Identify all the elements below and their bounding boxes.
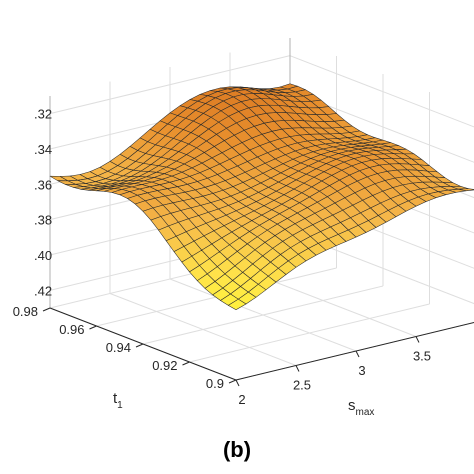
y-tick-label: 0.94 — [106, 340, 131, 355]
surface-face — [228, 298, 247, 311]
panel-label: (b) — [223, 437, 251, 462]
y-axis-label: t1 — [113, 390, 123, 411]
y-tick-label: 0.98 — [13, 304, 38, 319]
z-tick-label: .32 — [34, 107, 52, 122]
y-tick-mark — [182, 361, 190, 366]
x-tick-mark — [355, 350, 360, 358]
tick-labels: 2 2.5 3 3.5 0.9 0.92 0.94 0.96 0.98 .32 .34 .36 .38.… — [13, 107, 431, 407]
y-tick-label: 0.92 — [152, 358, 177, 373]
y-axis-label-main: t — [113, 390, 118, 407]
x-tick-label: 3.5 — [413, 349, 431, 364]
y-tick-mark — [89, 325, 97, 330]
x-tick-label: 2.5 — [293, 378, 311, 393]
y-tick-mark — [42, 307, 51, 312]
axis-line — [235, 321, 474, 381]
y-tick-label: 0.9 — [206, 376, 224, 391]
floor-gridline — [189, 303, 430, 363]
z-tick-label: .34 — [34, 142, 52, 157]
y-tick-mark — [228, 379, 237, 384]
x-tick-mark — [415, 336, 420, 343]
x-axis-label-sub: max — [356, 407, 375, 418]
z-tick-label: .42 — [34, 283, 52, 298]
x-tick-label: 3 — [358, 363, 365, 378]
x-axis-label: smax — [348, 397, 374, 418]
floor-gridline — [142, 285, 384, 345]
surface-mesh — [49, 83, 474, 311]
z-tick-label: .40 — [34, 248, 52, 263]
z-tick-label: .36 — [34, 177, 52, 192]
x-tick-mark — [235, 379, 240, 387]
x-tick-mark — [295, 365, 300, 372]
x-tick-label: 2 — [238, 392, 245, 407]
y-tick-label: 0.96 — [59, 322, 84, 337]
y-axis-label-sub: 1 — [117, 400, 123, 411]
y-tick-mark — [135, 343, 144, 348]
x-axis-label-main: s — [348, 397, 356, 414]
z-tick-label: .38 — [34, 213, 52, 228]
